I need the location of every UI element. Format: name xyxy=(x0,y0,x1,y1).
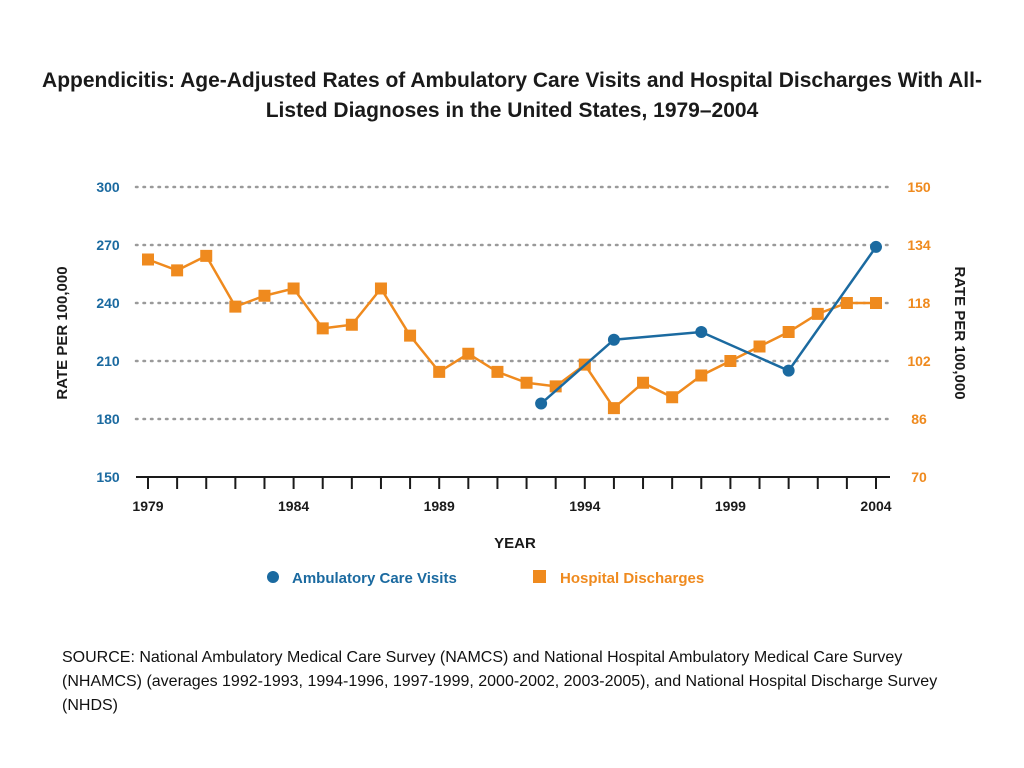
left-y-axis: 150 180 210 240 270 300 xyxy=(96,179,120,485)
right-tick-label: 102 xyxy=(907,353,931,369)
x-tick-label: 1984 xyxy=(278,498,309,514)
left-tick-label: 300 xyxy=(96,179,120,195)
hospital-discharges-point xyxy=(840,297,853,309)
legend-ambulatory-marker xyxy=(267,571,279,583)
legend: Ambulatory Care Visits Hospital Discharg… xyxy=(267,570,704,587)
ambulatory-visits-point xyxy=(782,364,795,377)
right-tick-label: 134 xyxy=(907,237,931,253)
left-tick-label: 270 xyxy=(96,237,120,253)
left-tick-label: 210 xyxy=(96,353,120,369)
right-tick-label: 150 xyxy=(907,179,931,195)
left-tick-label: 180 xyxy=(96,411,120,427)
hospital-discharges-point xyxy=(724,355,737,367)
hospital-discharges-point xyxy=(637,376,650,389)
chart-title: Appendicitis: Age-Adjusted Rates of Ambu… xyxy=(42,69,982,122)
hospital-discharges-point xyxy=(142,253,154,266)
left-tick-label: 240 xyxy=(96,295,120,311)
hospital-discharges-point xyxy=(753,340,766,353)
legend-hospital-label: Hospital Discharges xyxy=(560,570,704,587)
x-tick-label: 1994 xyxy=(569,498,600,514)
hospital-discharges-point xyxy=(345,318,358,331)
x-tick-label: 1999 xyxy=(715,498,746,514)
gridlines xyxy=(134,185,892,421)
hospital-discharges-point xyxy=(870,297,882,309)
x-tick-label: 1989 xyxy=(424,498,455,514)
ambulatory-visits-point xyxy=(695,326,708,338)
x-axis-title: YEAR xyxy=(494,535,536,552)
hospital-discharges-point xyxy=(287,282,300,295)
x-axis: 1979 1984 1989 1994 1999 2004 xyxy=(132,476,892,514)
legend-hospital-marker xyxy=(533,570,546,583)
hospital-discharges-point xyxy=(520,376,533,389)
right-y-axis-title: RATE PER 100,000 xyxy=(951,266,968,399)
right-y-axis: 70 86 102 118 134 150 xyxy=(907,179,931,485)
hospital-discharges-point xyxy=(404,329,417,342)
ambulatory-visits-point xyxy=(870,240,882,253)
hospital-discharges-point xyxy=(491,365,504,378)
ambulatory-visits-point xyxy=(535,397,548,410)
x-tick-label: 1979 xyxy=(132,498,163,514)
hospital-discharges-point xyxy=(229,300,242,313)
hospital-discharges-point xyxy=(200,249,213,262)
hospital-discharges-point xyxy=(433,365,446,378)
hospital-discharges-point xyxy=(258,289,271,302)
hospital-discharges-point xyxy=(171,264,184,277)
hospital-discharges-point xyxy=(374,282,387,295)
hospital-discharges-point xyxy=(316,322,329,335)
x-tick-label: 2004 xyxy=(860,498,891,514)
hospital-discharges-line xyxy=(147,254,876,411)
ambulatory-visits-line xyxy=(540,246,878,405)
ambulatory-visits-point xyxy=(607,333,620,346)
hospital-discharges-point xyxy=(666,391,679,404)
right-tick-label: 86 xyxy=(911,411,927,427)
right-tick-label: 70 xyxy=(911,469,927,485)
chart: 1979 1984 1989 1994 1999 2004 150 180 210 240 270… xyxy=(54,179,968,587)
right-tick-label: 118 xyxy=(908,295,931,311)
left-y-axis-title: RATE PER 100,000 xyxy=(54,266,71,399)
hospital-discharges-point xyxy=(607,402,620,415)
left-tick-label: 150 xyxy=(96,469,120,485)
source-note: SOURCE: National Ambulatory Medical Care… xyxy=(62,649,938,714)
hospital-discharges-point xyxy=(811,307,824,320)
legend-ambulatory-label: Ambulatory Care Visits xyxy=(292,570,457,587)
hospital-discharges-point xyxy=(782,326,795,338)
hospital-discharges-point xyxy=(462,347,475,360)
series xyxy=(142,240,882,415)
hospital-discharges-point xyxy=(695,369,708,382)
